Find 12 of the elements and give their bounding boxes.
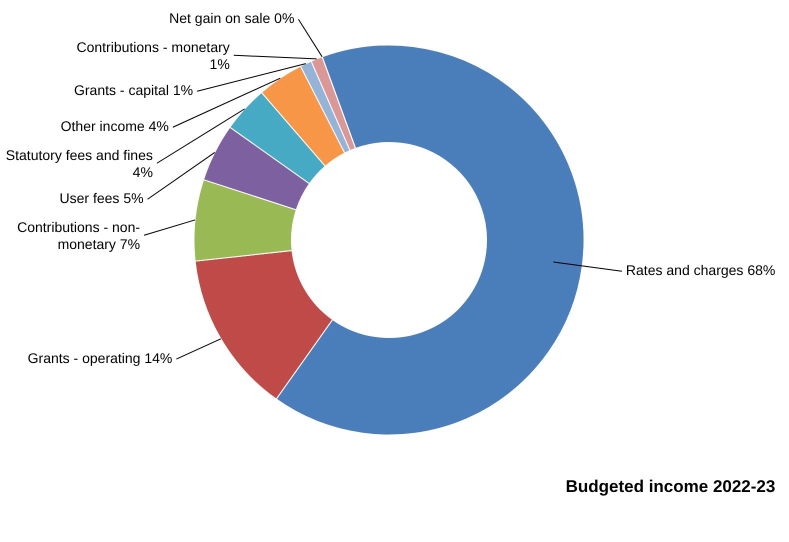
data-label: 4% [132, 164, 153, 180]
slice-label: Statutory fees and fines [6, 147, 153, 164]
slice-label: Grants - capital 1% [74, 82, 194, 98]
slice-label: Grants - operating 14% [28, 350, 172, 366]
slice-label: User fees 5% [60, 190, 144, 206]
slice-label: Contributions - non-monetary 7% [17, 219, 140, 252]
slice-label: Rates and charges 68% [626, 262, 776, 278]
data-label: 1% [210, 56, 230, 72]
slice-label: Contributions - monetary [76, 39, 230, 56]
slice-label: Other income 4% [60, 118, 169, 134]
category-label: Net gain on sale 0% [169, 10, 294, 26]
text: Budgeted income 2022-23 [566, 477, 776, 496]
